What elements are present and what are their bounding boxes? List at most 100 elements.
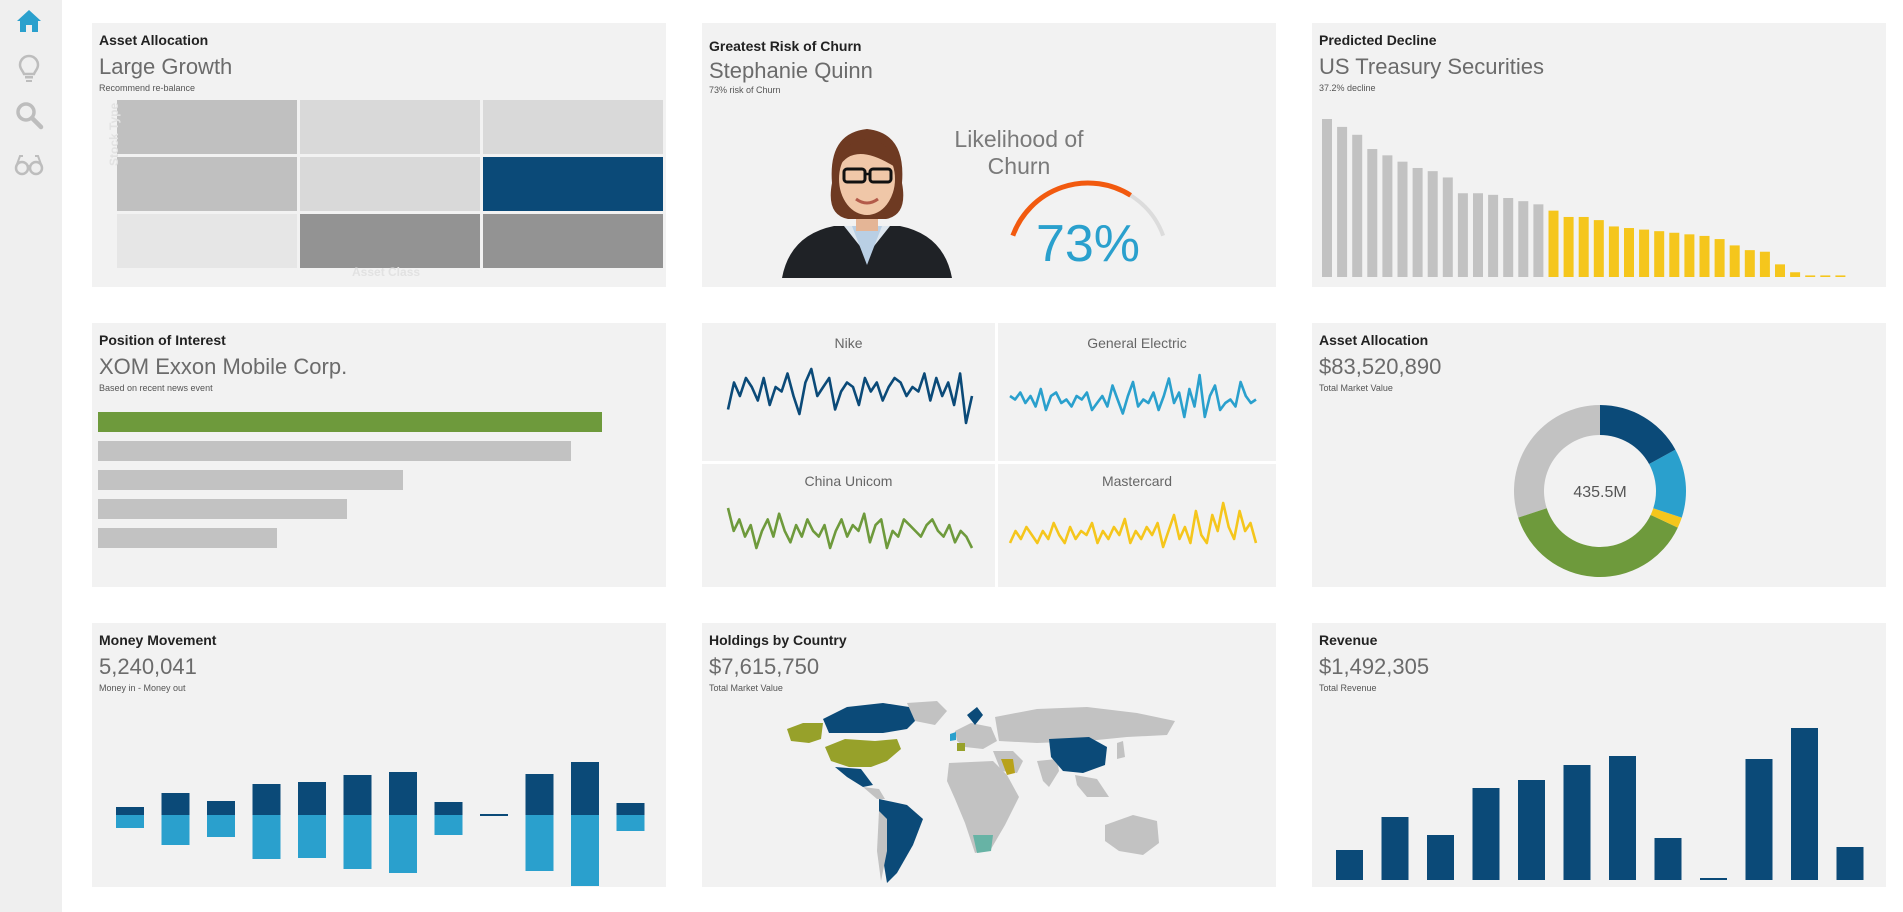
decline-bar[interactable] bbox=[1352, 134, 1363, 277]
revenue-bar[interactable] bbox=[1609, 756, 1636, 880]
churn-panel[interactable]: Greatest Risk of Churn Stephanie Quinn 7… bbox=[702, 23, 1276, 287]
decline-bar[interactable] bbox=[1729, 245, 1740, 277]
money-in-bar[interactable] bbox=[298, 782, 326, 815]
decline-bar[interactable] bbox=[1593, 220, 1604, 277]
decline-bar[interactable] bbox=[1684, 234, 1695, 277]
heatmap-cell[interactable] bbox=[117, 100, 297, 154]
heatmap-cell[interactable] bbox=[300, 100, 480, 154]
money-out-bar[interactable] bbox=[616, 815, 645, 831]
search-icon[interactable] bbox=[13, 99, 45, 131]
revenue-bar[interactable] bbox=[1791, 728, 1818, 880]
position-bar[interactable] bbox=[98, 470, 403, 490]
revenue-bar[interactable] bbox=[1427, 835, 1454, 880]
home-icon[interactable] bbox=[13, 5, 45, 37]
money-out-bar[interactable] bbox=[343, 815, 372, 869]
decline-bar[interactable] bbox=[1835, 275, 1846, 277]
heatmap-cell[interactable] bbox=[483, 214, 663, 268]
decline-bar[interactable] bbox=[1427, 171, 1438, 277]
money-in-bar[interactable] bbox=[434, 802, 463, 815]
decline-bar[interactable] bbox=[1699, 235, 1710, 277]
heatmap-cell[interactable] bbox=[117, 157, 297, 211]
money-out-bar[interactable] bbox=[525, 815, 554, 871]
revenue-bar[interactable] bbox=[1745, 759, 1773, 880]
heatmap-cell[interactable] bbox=[300, 214, 480, 268]
world-map[interactable] bbox=[787, 701, 1187, 886]
heatmap-cell[interactable] bbox=[117, 214, 297, 268]
revenue-bar[interactable] bbox=[1563, 765, 1591, 880]
decline-bar[interactable] bbox=[1714, 239, 1725, 277]
decline-bar[interactable] bbox=[1367, 149, 1378, 277]
position-bar[interactable] bbox=[98, 441, 571, 461]
money-in-bar[interactable] bbox=[343, 775, 372, 815]
predicted-decline-panel[interactable]: Predicted Decline US Treasury Securities… bbox=[1312, 23, 1886, 287]
donut-slice[interactable] bbox=[1650, 508, 1682, 528]
holdings-panel[interactable]: Holdings by Country $7,615,750 Total Mar… bbox=[702, 623, 1276, 887]
money-in-bar[interactable] bbox=[525, 774, 554, 815]
money-out-bar[interactable] bbox=[298, 815, 326, 858]
decline-bar[interactable] bbox=[1533, 204, 1544, 277]
decline-bar[interactable] bbox=[1744, 250, 1755, 277]
decline-bar[interactable] bbox=[1775, 264, 1785, 277]
donut-slice[interactable] bbox=[1518, 508, 1678, 577]
decline-bar[interactable] bbox=[1654, 231, 1665, 277]
decline-bar[interactable] bbox=[1518, 201, 1529, 277]
decline-bar[interactable] bbox=[1578, 216, 1589, 277]
money-out-bar[interactable] bbox=[571, 815, 599, 886]
revenue-bar[interactable] bbox=[1700, 878, 1727, 880]
asset-donut-panel[interactable]: Asset Allocation $83,520,890 Total Marke… bbox=[1312, 323, 1886, 587]
money-movement-panel[interactable]: Money Movement 5,240,041 Money in - Mone… bbox=[92, 623, 666, 887]
decline-bar[interactable] bbox=[1669, 232, 1680, 277]
decline-bar[interactable] bbox=[1820, 275, 1831, 277]
decline-bar[interactable] bbox=[1563, 216, 1574, 277]
spark-nike[interactable]: Nike bbox=[702, 323, 995, 461]
heatmap-cell[interactable] bbox=[483, 100, 663, 154]
money-out-bar[interactable] bbox=[116, 815, 144, 828]
decline-bar[interactable] bbox=[1790, 272, 1801, 277]
donut-slice[interactable] bbox=[1600, 405, 1676, 465]
money-out-bar[interactable] bbox=[389, 815, 417, 873]
decline-bar[interactable] bbox=[1805, 275, 1816, 277]
money-out-bar[interactable] bbox=[207, 815, 235, 837]
position-bar[interactable] bbox=[98, 499, 348, 519]
money-in-bar[interactable] bbox=[616, 803, 645, 815]
decline-bar[interactable] bbox=[1759, 251, 1770, 277]
revenue-panel[interactable]: Revenue $1,492,305 Total Revenue bbox=[1312, 623, 1886, 887]
lightbulb-icon[interactable] bbox=[13, 52, 45, 84]
money-in-bar[interactable] bbox=[207, 801, 235, 815]
decline-bar[interactable] bbox=[1624, 228, 1634, 277]
decline-bar[interactable] bbox=[1382, 155, 1393, 277]
asset-allocation-panel[interactable]: Asset Allocation Large Growth Recommend … bbox=[92, 23, 666, 287]
revenue-bar[interactable] bbox=[1518, 780, 1545, 880]
glasses-icon[interactable] bbox=[13, 148, 45, 180]
decline-bar[interactable] bbox=[1503, 198, 1514, 277]
heatmap-cell[interactable] bbox=[300, 157, 480, 211]
donut-slice[interactable] bbox=[1649, 449, 1686, 518]
sparkline-panel[interactable]: Nike General Electric China Unicom Maste… bbox=[702, 323, 1276, 587]
money-in-bar[interactable] bbox=[116, 807, 144, 815]
position-bar[interactable] bbox=[98, 412, 602, 432]
decline-bar[interactable] bbox=[1442, 177, 1453, 277]
heatmap-cell[interactable] bbox=[483, 157, 663, 211]
position-panel[interactable]: Position of Interest XOM Exxon Mobile Co… bbox=[92, 323, 666, 587]
revenue-bar[interactable] bbox=[1836, 847, 1864, 880]
money-out-bar[interactable] bbox=[434, 815, 463, 835]
revenue-bar[interactable] bbox=[1336, 850, 1363, 880]
revenue-bar[interactable] bbox=[1381, 817, 1409, 880]
decline-bar[interactable] bbox=[1337, 126, 1348, 278]
money-in-bar[interactable] bbox=[161, 793, 190, 815]
money-out-bar[interactable] bbox=[252, 815, 281, 859]
decline-bar[interactable] bbox=[1412, 167, 1423, 277]
position-bar[interactable] bbox=[98, 528, 277, 548]
decline-bar[interactable] bbox=[1473, 193, 1483, 277]
money-out-bar[interactable] bbox=[161, 815, 190, 845]
decline-bar[interactable] bbox=[1322, 119, 1332, 277]
money-in-bar[interactable] bbox=[389, 772, 417, 815]
decline-bar[interactable] bbox=[1608, 226, 1619, 277]
revenue-bar[interactable] bbox=[1472, 788, 1500, 880]
decline-bar[interactable] bbox=[1488, 194, 1499, 277]
revenue-bar[interactable] bbox=[1654, 838, 1682, 880]
money-flat-bar[interactable] bbox=[480, 814, 508, 816]
money-in-bar[interactable] bbox=[252, 784, 281, 815]
money-in-bar[interactable] bbox=[571, 762, 599, 815]
decline-bar[interactable] bbox=[1457, 193, 1468, 277]
